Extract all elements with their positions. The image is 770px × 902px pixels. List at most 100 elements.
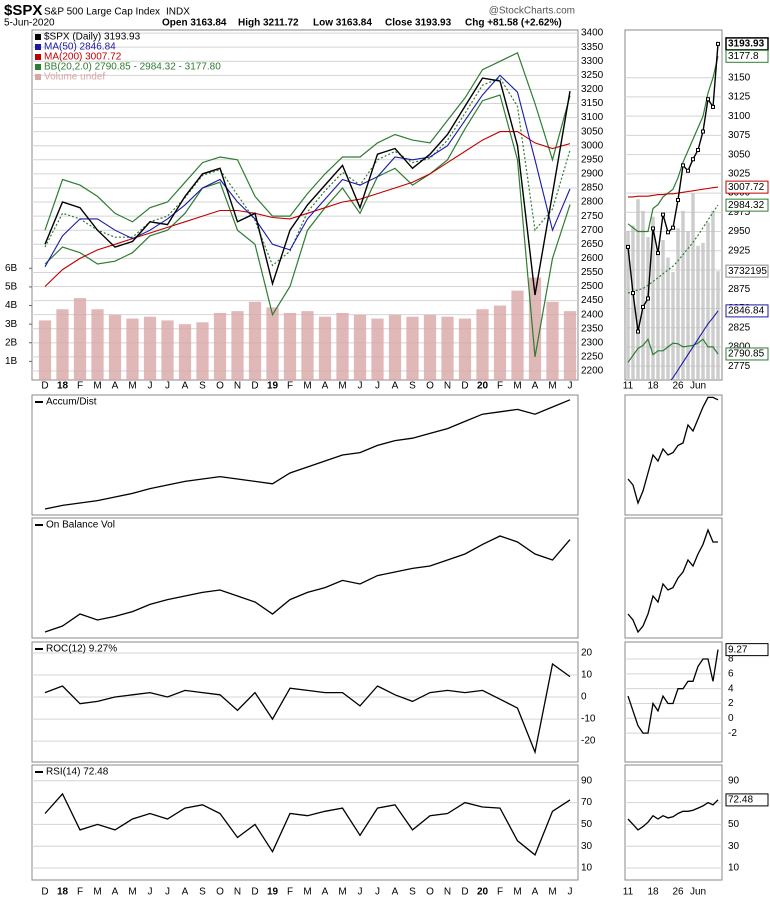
x-tick-label: A (532, 381, 539, 392)
x-tick-label: M (548, 381, 556, 392)
x-tick-label: M (93, 381, 101, 392)
y2-tick-label: 2B (5, 337, 18, 348)
volume-bar (406, 316, 419, 380)
indicator-line (627, 649, 719, 734)
x-tick-label: S (199, 381, 206, 392)
x-tick-label: 19 (267, 381, 279, 392)
x-tick-label: F (77, 887, 83, 898)
x-tick-label: A (182, 381, 189, 392)
y-tick-label: 30 (728, 841, 740, 852)
x-tick-label: M (338, 887, 346, 898)
x-tick-label: A (112, 887, 119, 898)
y-tick-label: 30 (581, 841, 593, 852)
y-tick-label: 3000 (581, 140, 604, 151)
bb-mid (44, 77, 571, 267)
x-tick-label: M (303, 887, 311, 898)
x-tick-label: D (461, 887, 468, 898)
legend-label: MA(200) 3007.72 (44, 52, 122, 63)
volume-bar (266, 307, 279, 380)
panel-title: Accum/Dist (46, 397, 97, 408)
bb-lower (44, 94, 571, 358)
volume-bar (696, 245, 700, 380)
panel-title: RSI(14) 72.48 (46, 767, 109, 778)
x-tick-label: D (251, 887, 258, 898)
bb-upper (627, 56, 719, 233)
x-tick-label: J (568, 887, 573, 898)
volume-bar (651, 216, 655, 380)
volume-bar (646, 237, 650, 380)
price-mark (686, 168, 690, 173)
x-tick-label: M (548, 887, 556, 898)
y-tick-label: -20 (581, 736, 596, 747)
y-tick-label: 2975 (728, 207, 751, 218)
plot-area (625, 41, 722, 380)
y-tick-label: 3075 (728, 130, 751, 141)
volume-bar (458, 318, 472, 380)
price-mark (696, 148, 700, 152)
volume-bar (716, 271, 720, 380)
y-tick-label: 50 (728, 819, 740, 830)
volume-bar (231, 311, 244, 380)
y-tick-label: 2 (728, 698, 734, 709)
x-tick-label: J (165, 887, 170, 898)
value-box (725, 643, 769, 657)
x-tick-label: Jun (690, 887, 706, 898)
y-tick-label: 2550 (581, 267, 604, 278)
volume-bar (178, 324, 192, 380)
volume-bar (143, 316, 157, 380)
y-tick-label: 2850 (581, 183, 604, 194)
plot-area (625, 780, 722, 869)
source: @StockCharts.com (489, 6, 575, 17)
x-tick-label: O (216, 381, 224, 392)
x-tick-label: J (375, 887, 380, 898)
volume-bar (283, 312, 297, 380)
exchange: INDX (166, 7, 190, 18)
y-tick-label: 2800 (581, 197, 604, 208)
x-tick-label: M (128, 887, 136, 898)
x-tick-label: 11 (623, 381, 634, 392)
legend-swatch (35, 74, 41, 80)
volume-bar (161, 320, 174, 380)
price-mark (626, 244, 630, 249)
symbol: $SPX (4, 2, 42, 19)
y-tick-label: 3150 (728, 72, 751, 83)
y-tick-label: 3350 (581, 42, 604, 53)
value-box-label: 2846.84 (728, 306, 765, 317)
indicator-line (44, 662, 571, 755)
value-box-label: 3732195 (728, 266, 767, 277)
price-mark (716, 41, 720, 46)
price-mark (681, 163, 685, 168)
x-tick-label: N (234, 887, 241, 898)
y-tick-label: 20 (581, 648, 593, 659)
volume-bar (706, 222, 710, 380)
x-tick-label: 11 (623, 887, 634, 898)
volume-bar (441, 316, 454, 380)
volume-bar (546, 301, 559, 380)
volume-bar (656, 251, 660, 380)
y-tick-label: 2925 (728, 245, 751, 256)
price-mark (676, 198, 680, 202)
value-box-label: 3193.93 (728, 39, 765, 50)
x-tick-label: O (426, 887, 434, 898)
quote-change: Chg +81.58 (+2.62%) (465, 18, 562, 29)
x-tick-label: S (199, 887, 206, 898)
volume-bar (671, 272, 675, 380)
y-tick-label: 3300 (581, 56, 604, 67)
volume-bar (73, 298, 87, 380)
x-tick-label: O (216, 887, 224, 898)
volume-bar (423, 314, 437, 380)
y-tick-label: 2750 (581, 211, 604, 222)
x-tick-label: M (513, 381, 521, 392)
bb-upper (44, 51, 571, 231)
panel-frame (624, 394, 723, 516)
x-tick-label: F (497, 381, 503, 392)
indicator-line (627, 528, 718, 634)
legend-swatch (35, 64, 41, 70)
x-tick-label: J (165, 381, 170, 392)
quote-low: Low 3163.84 (313, 18, 372, 29)
x-tick-label: A (322, 381, 329, 392)
x-tick-label: M (303, 381, 311, 392)
x-tick-label: D (41, 887, 48, 898)
y-tick-label: 50 (581, 819, 593, 830)
